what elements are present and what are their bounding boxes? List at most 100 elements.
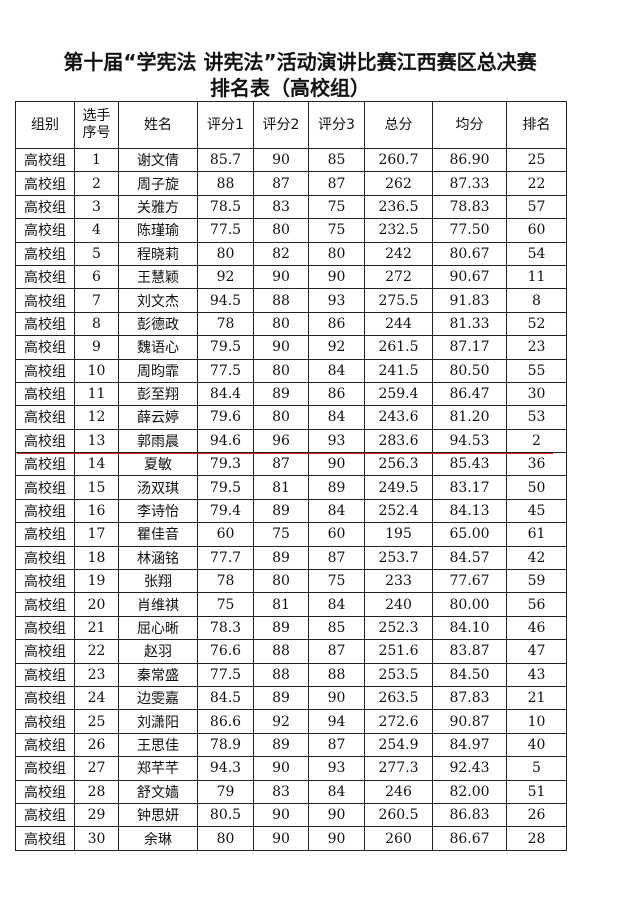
cell-total: 263.5 xyxy=(364,685,433,711)
table-row: 高校组 11 彭至翔 84.4 89 86 259.4 86.47 30 xyxy=(15,381,567,407)
cell-score3: 90 xyxy=(308,685,365,711)
cell-name: 汤双琪 xyxy=(118,475,198,500)
cell-name: 钟思妍 xyxy=(118,802,198,828)
table-row: 高校组 7 刘文杰 94.5 88 93 275.5 91.83 8 xyxy=(15,288,567,313)
cell-name: 关雅方 xyxy=(118,194,198,220)
cell-group: 高校组 xyxy=(15,826,75,851)
cell-score1: 94.6 xyxy=(197,428,254,454)
cell-rank: 57 xyxy=(506,194,567,220)
cell-score1: 79.5 xyxy=(197,475,254,500)
cell-score3: 84 xyxy=(308,592,365,617)
cell-rank: 54 xyxy=(506,241,567,266)
cell-rank: 59 xyxy=(506,569,567,594)
cell-score2: 80 xyxy=(253,569,309,594)
cell-group: 高校组 xyxy=(15,639,75,664)
cell-seq: 13 xyxy=(74,428,119,454)
cell-rank: 30 xyxy=(506,381,567,407)
cell-score2: 80 xyxy=(253,358,309,383)
cell-name: 王思佳 xyxy=(118,732,198,758)
cell-score2: 81 xyxy=(253,592,309,617)
cell-seq: 21 xyxy=(74,615,119,641)
cell-seq: 16 xyxy=(74,498,119,524)
table-row: 高校组 21 屈心晰 78.3 89 85 252.3 84.10 46 xyxy=(15,615,567,641)
cell-score1: 94.3 xyxy=(197,756,254,781)
table-row: 高校组 30 余琳 80 90 90 260 86.67 28 xyxy=(15,826,567,851)
cell-rank: 55 xyxy=(506,358,567,383)
cell-avg: 80.67 xyxy=(432,241,507,266)
header-col-group: 组别 xyxy=(15,101,75,149)
cell-seq: 24 xyxy=(74,685,119,711)
cell-rank: 50 xyxy=(506,475,567,500)
cell-seq: 1 xyxy=(74,147,119,173)
cell-group: 高校组 xyxy=(15,498,75,524)
cell-score1: 84.5 xyxy=(197,685,254,711)
cell-group: 高校组 xyxy=(15,288,75,313)
header-col-score3: 评分3 xyxy=(308,101,365,149)
cell-total: 256.3 xyxy=(364,452,433,477)
cell-group: 高校组 xyxy=(15,171,75,196)
cell-total: 252.3 xyxy=(364,615,433,641)
cell-rank: 60 xyxy=(506,218,567,243)
cell-score2: 75 xyxy=(253,522,309,547)
cell-total: 283.6 xyxy=(364,428,433,454)
cell-group: 高校组 xyxy=(15,522,75,547)
cell-seq: 6 xyxy=(74,264,119,290)
cell-total: 249.5 xyxy=(364,475,433,500)
cell-rank: 2 xyxy=(506,428,567,454)
cell-total: 244 xyxy=(364,311,433,337)
table-row: 高校组 25 刘潇阳 86.6 92 94 272.6 90.87 10 xyxy=(15,709,567,734)
cell-avg: 84.13 xyxy=(432,498,507,524)
cell-total: 259.4 xyxy=(364,381,433,407)
cell-total: 251.6 xyxy=(364,639,433,664)
cell-score3: 87 xyxy=(308,732,365,758)
header-col-score2: 评分2 xyxy=(253,101,309,149)
cell-avg: 81.20 xyxy=(432,405,507,430)
ranking-table: 组别 选手序号 姓名 评分1 评分2 评分3 总分 均分 排名 高校组 1 谢文倩 85.7 90 85 2… xyxy=(15,101,567,851)
cell-score3: 87 xyxy=(308,171,365,196)
table-row: 高校组 19 张翔 78 80 75 233 77.67 59 xyxy=(15,569,567,594)
cell-score2: 90 xyxy=(253,147,309,173)
cell-score1: 79.3 xyxy=(197,452,254,477)
cell-score1: 85.7 xyxy=(197,147,254,173)
document-subtitle: 排名表（高校组） xyxy=(210,76,370,100)
cell-seq: 14 xyxy=(74,452,119,477)
cell-avg: 94.53 xyxy=(432,428,507,454)
cell-score2: 87 xyxy=(253,171,309,196)
cell-avg: 82.00 xyxy=(432,779,507,804)
table-row: 高校组 28 舒文嫱 79 83 84 246 82.00 51 xyxy=(15,779,567,804)
cell-seq: 3 xyxy=(74,194,119,220)
cell-score2: 88 xyxy=(253,288,309,313)
cell-avg: 90.87 xyxy=(432,709,507,734)
cell-rank: 11 xyxy=(506,264,567,290)
cell-score1: 60 xyxy=(197,522,254,547)
cell-avg: 83.17 xyxy=(432,475,507,500)
table-row: 高校组 12 薛云婷 79.6 80 84 243.6 81.20 53 xyxy=(15,405,567,430)
cell-group: 高校组 xyxy=(15,545,75,571)
cell-score1: 77.5 xyxy=(197,218,254,243)
cell-score1: 80.5 xyxy=(197,802,254,828)
cell-score3: 90 xyxy=(308,826,365,851)
cell-total: 260.5 xyxy=(364,802,433,828)
cell-name: 秦常盛 xyxy=(118,662,198,687)
cell-name: 程晓莉 xyxy=(118,241,198,266)
cell-score3: 87 xyxy=(308,639,365,664)
cell-group: 高校组 xyxy=(15,569,75,594)
cell-seq: 4 xyxy=(74,218,119,243)
table-row: 高校组 17 瞿佳音 60 75 60 195 65.00 61 xyxy=(15,522,567,547)
cell-seq: 8 xyxy=(74,311,119,337)
table-row: 高校组 10 周昀霏 77.5 80 84 241.5 80.50 55 xyxy=(15,358,567,383)
cell-score2: 89 xyxy=(253,381,309,407)
cell-seq: 15 xyxy=(74,475,119,500)
cell-score2: 96 xyxy=(253,428,309,454)
cell-score3: 87 xyxy=(308,545,365,571)
cell-group: 高校组 xyxy=(15,194,75,220)
cell-seq: 30 xyxy=(74,826,119,851)
table-row: 高校组 20 肖维祺 75 81 84 240 80.00 56 xyxy=(15,592,567,617)
table-row: 高校组 27 郑芊芊 94.3 90 93 277.3 92.43 5 xyxy=(15,756,567,781)
cell-group: 高校组 xyxy=(15,358,75,383)
cell-score3: 90 xyxy=(308,802,365,828)
cell-group: 高校组 xyxy=(15,311,75,337)
header-col-name: 姓名 xyxy=(118,101,198,149)
cell-seq: 12 xyxy=(74,405,119,430)
cell-avg: 80.50 xyxy=(432,358,507,383)
